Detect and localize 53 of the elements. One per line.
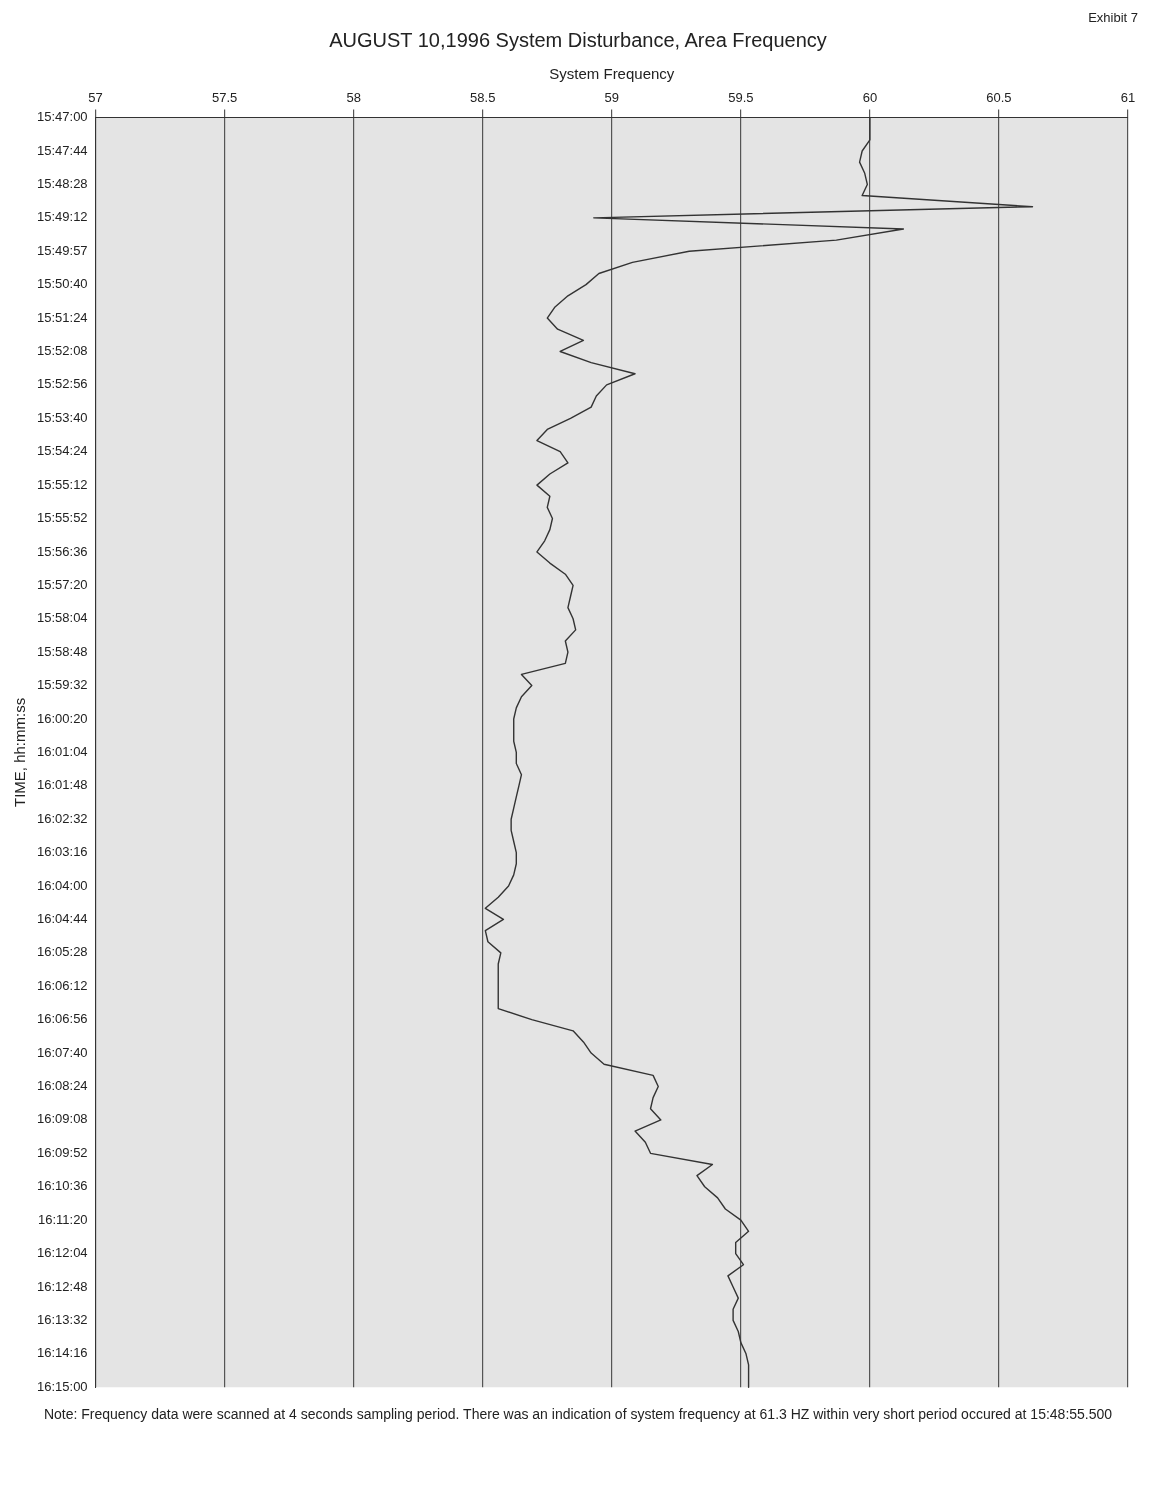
y-tick-label: 15:57:20 [36, 576, 88, 592]
y-tick-label: 16:01:04 [36, 743, 88, 759]
y-tick-label: 16:15:00 [36, 1378, 88, 1394]
x-tick-label: 59 [604, 90, 620, 106]
y-tick-label: 15:52:08 [36, 343, 88, 359]
y-tick-label: 16:01:48 [36, 777, 88, 793]
x-tick-label: 58 [346, 90, 361, 106]
chart-title: AUGUST 10,1996 System Disturbance, Area Frequency [328, 29, 828, 52]
y-tick-label: 16:09:52 [36, 1144, 88, 1160]
y-tick-label: 16:10:36 [36, 1178, 88, 1194]
y-tick-label: 16:06:56 [36, 1011, 88, 1027]
x-tick-label: 57 [88, 90, 103, 106]
x-tick-label: 57.5 [212, 90, 238, 106]
y-tick-label: 15:51:24 [36, 309, 88, 325]
y-tick-label: 16:12:04 [36, 1245, 88, 1261]
x-tick-label: 58.5 [470, 90, 496, 106]
y-tick-label: 15:56:36 [36, 543, 88, 559]
y-tick-label: 16:14:16 [36, 1345, 88, 1361]
y-tick-label: 16:09:08 [36, 1111, 88, 1127]
y-tick-label: 15:49:12 [36, 209, 88, 225]
y-tick-label: 16:04:44 [36, 911, 88, 927]
x-axis-title: System Frequency [549, 65, 675, 83]
y-tick-label: 15:47:44 [36, 142, 88, 158]
y-tick-label: 15:59:32 [36, 677, 88, 693]
y-tick-label: 15:47:00 [36, 109, 88, 125]
y-tick-label: 16:00:20 [36, 710, 88, 726]
y-tick-label: 15:54:24 [36, 443, 88, 459]
y-tick-label: 15:55:52 [36, 510, 88, 526]
y-tick-label: 15:55:12 [36, 476, 88, 492]
y-tick-label: 15:50:40 [36, 276, 88, 292]
y-tick-label: 16:12:48 [36, 1278, 88, 1294]
y-tick-label: 16:02:32 [36, 810, 88, 826]
y-tick-label: 15:52:56 [36, 376, 88, 392]
y-tick-label: 15:49:57 [36, 242, 88, 258]
y-tick-label: 16:03:16 [36, 844, 88, 860]
y-tick-label: 16:13:32 [36, 1311, 88, 1327]
text: Exhibit 7 [1087, 9, 1139, 27]
x-tick-label: 61 [1120, 90, 1136, 106]
x-tick-label: 60 [862, 90, 878, 106]
y-tick-label: 16:08:24 [36, 1078, 88, 1094]
y-tick-label: 16:06:12 [36, 977, 88, 993]
y-tick-label: 15:53:40 [36, 409, 88, 425]
y-tick-label: 15:58:04 [36, 610, 88, 626]
y-tick-label: 16:11:20 [37, 1211, 88, 1227]
y-axis-title: TIME, hh:mm:ss [11, 697, 29, 807]
y-tick-label: 15:58:48 [36, 643, 88, 659]
y-tick-label: 16:04:00 [36, 877, 88, 893]
text: Note: Frequency data were scanned at 4 seconds sampling period. There was an indication of system frequency at 61.3 HZ within very short period occured at 15:48:55.500 [42, 1406, 1114, 1422]
x-tick-label: 60.5 [986, 90, 1012, 106]
y-tick-label: 16:07:40 [36, 1044, 88, 1060]
x-tick-label: 59.5 [728, 90, 754, 106]
y-tick-label: 16:05:28 [36, 944, 88, 960]
y-tick-label: 15:48:28 [36, 176, 88, 191]
